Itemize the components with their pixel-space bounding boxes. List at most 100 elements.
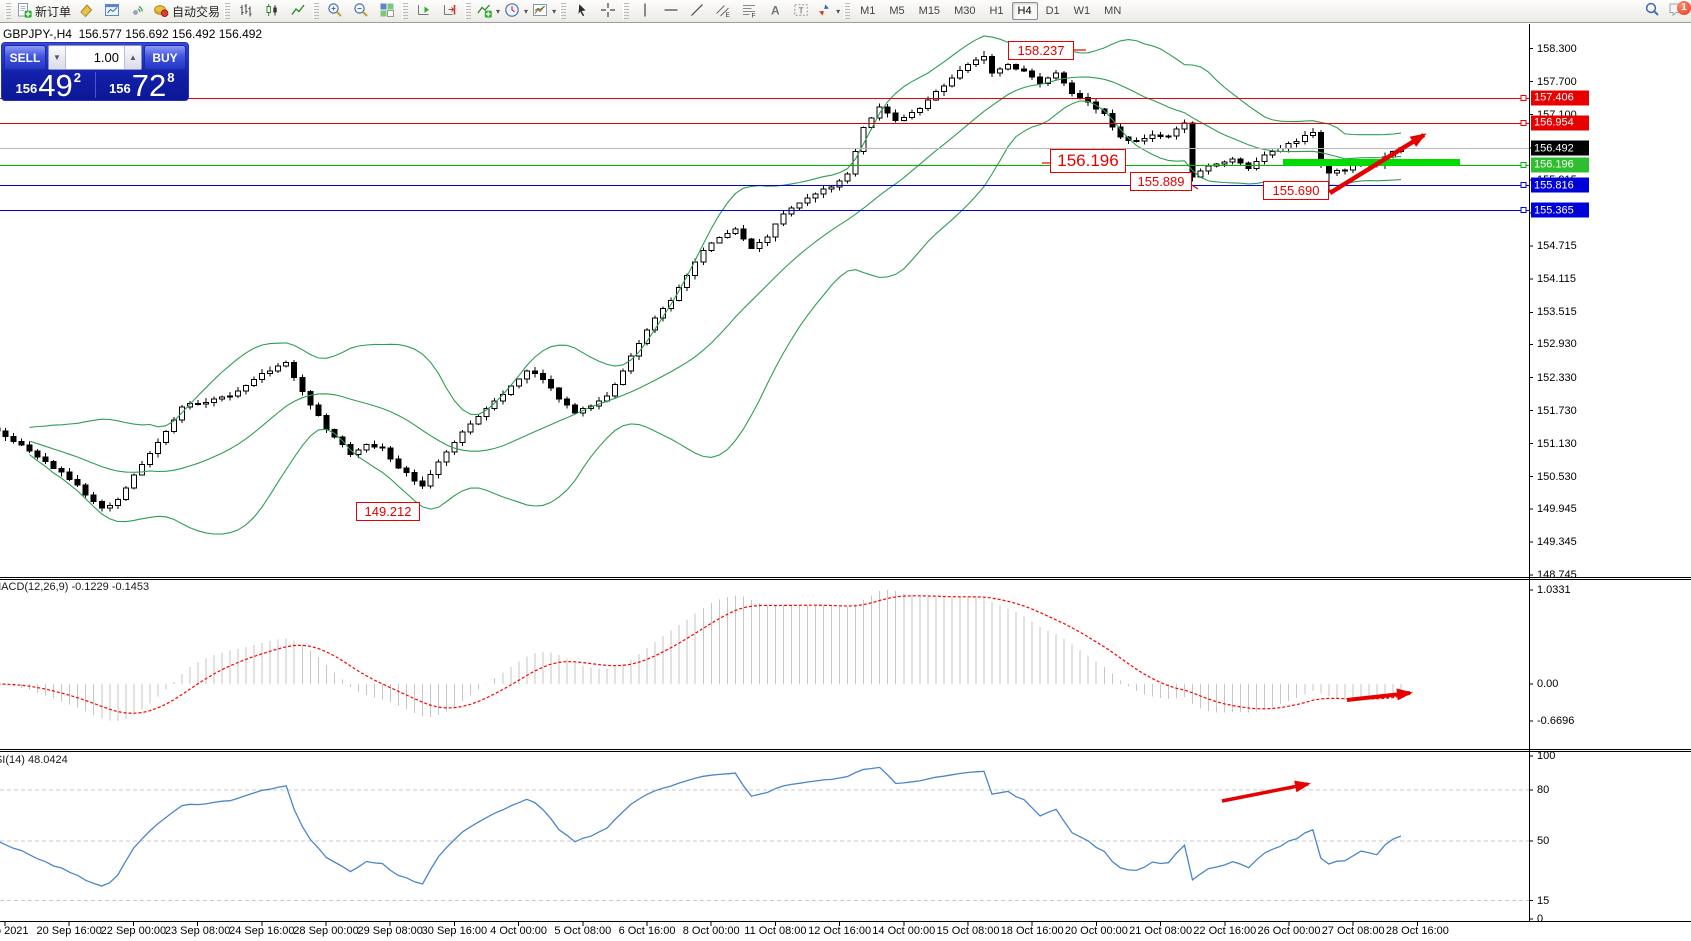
- periods-icon: [504, 2, 520, 21]
- line-chart-button[interactable]: [285, 1, 311, 21]
- autoscroll-icon: [416, 2, 432, 21]
- panel-borders: [0, 24, 1691, 922]
- line-handle[interactable]: [1520, 95, 1527, 101]
- text-label-button[interactable]: T: [788, 1, 814, 21]
- timeframe-w1-button[interactable]: W1: [1073, 5, 1091, 17]
- new-order-icon: [16, 2, 32, 21]
- line-handle[interactable]: [1520, 182, 1527, 188]
- new-order-button[interactable]: 新订单: [14, 1, 73, 21]
- trendline-button[interactable]: [684, 1, 710, 21]
- candlestick-chart-button[interactable]: [259, 1, 285, 21]
- price-divider: [94, 72, 96, 98]
- volume-stepper[interactable]: ▼ 1.00 ▲: [48, 45, 142, 70]
- price-annotation-label[interactable]: 155.690: [1263, 181, 1329, 200]
- bar-chart-button[interactable]: [233, 1, 259, 21]
- rsi-tick-label: 15: [1537, 894, 1550, 907]
- trend-arrow-rsi[interactable]: [1221, 780, 1311, 803]
- vertical-line-button[interactable]: [632, 1, 658, 21]
- search-button[interactable]: [1640, 1, 1664, 21]
- auto-scroll-button[interactable]: [411, 1, 437, 21]
- sell-price[interactable]: 156 49 2: [2, 68, 95, 103]
- toolbar: 新订单 自动交易 ▾ ▾ ▾ E F A T ▾ M1 M5 M15 M30 H1 H4 D1 W1 MN 1: [0, 0, 1691, 23]
- fibonacci-button[interactable]: F: [736, 1, 762, 21]
- cursor-button[interactable]: [569, 1, 595, 21]
- timeframe-m5-button[interactable]: M5: [889, 5, 905, 17]
- highlight-bar[interactable]: [1283, 159, 1460, 166]
- chat-button[interactable]: 1: [1664, 1, 1691, 21]
- chart-shift-button[interactable]: [437, 1, 463, 21]
- equidistant-channel-button[interactable]: E: [710, 1, 736, 21]
- time-axis-label: 8 Oct 00:00: [682, 925, 740, 937]
- volume-increase-button[interactable]: ▲: [124, 46, 141, 69]
- time-axis-label: 20 Sep 16:00: [36, 925, 102, 937]
- timeframe-m1-button[interactable]: M1: [860, 5, 876, 17]
- zoom-in-button[interactable]: [322, 1, 348, 21]
- zoom-out-button[interactable]: [348, 1, 374, 21]
- trend-arrows[interactable]: [1221, 133, 1427, 803]
- time-axis-label: 21 Oct 08:00: [1129, 925, 1193, 937]
- trend-arrow-macd[interactable]: [1346, 688, 1413, 702]
- price-badge: 155.365: [1531, 202, 1589, 218]
- trend-arrow-main[interactable]: [1328, 133, 1427, 195]
- templates-button[interactable]: ▾: [530, 1, 558, 21]
- buy-price[interactable]: 156 72 8: [96, 68, 189, 103]
- fibonacci-icon: F: [741, 2, 757, 21]
- macd-panel: [0, 589, 1402, 721]
- indicators-button[interactable]: ▾: [474, 1, 502, 21]
- chevron-down-icon[interactable]: ▾: [836, 6, 841, 16]
- macd-tick-label: -0.6696: [1537, 714, 1575, 727]
- time-axis-label: 27 Oct 08:00: [1321, 925, 1385, 937]
- timeframe-m30-button[interactable]: M30: [954, 5, 976, 17]
- annotation-connector: [1191, 184, 1199, 190]
- tile-windows-button[interactable]: [374, 1, 400, 21]
- sell-price-big: 49: [38, 68, 73, 103]
- sell-button[interactable]: SELL: [4, 45, 46, 70]
- buy-button[interactable]: BUY: [144, 45, 186, 70]
- time-axis-label: 26 Oct 00:00: [1257, 925, 1321, 937]
- price-tick-label: 150.530: [1537, 470, 1577, 483]
- styler-button[interactable]: [73, 1, 99, 21]
- volume-value[interactable]: 1.00: [93, 50, 119, 65]
- horizontal-line-button[interactable]: [658, 1, 684, 21]
- sell-price-sup: 2: [73, 70, 81, 85]
- price-annotation-label[interactable]: 149.212: [356, 502, 420, 521]
- chart-window-button[interactable]: [99, 1, 125, 21]
- line-handle[interactable]: [1520, 120, 1527, 126]
- line-handle[interactable]: [1520, 162, 1527, 168]
- timeframe-mn-button[interactable]: MN: [1104, 5, 1122, 17]
- volume-decrease-button[interactable]: ▼: [49, 46, 66, 69]
- time-axis-label: 29 Sep 08:00: [357, 925, 423, 937]
- buy-price-prefix: 156: [109, 81, 131, 96]
- hline-icon: [663, 2, 679, 21]
- time-axis-label: 28 Oct 16:00: [1385, 925, 1449, 937]
- price-badge: 156.196: [1531, 157, 1589, 173]
- crosshair-button[interactable]: [595, 1, 621, 21]
- price-annotation-label[interactable]: 155.889: [1130, 172, 1192, 191]
- main-price-panel: [0, 35, 1529, 535]
- auto-trading-button[interactable]: 自动交易: [151, 1, 222, 21]
- price-annotation-label[interactable]: 158.237: [1008, 41, 1074, 60]
- time-axis-label: 12 Oct 16:00: [808, 925, 872, 937]
- timeframe-h1-button[interactable]: H1: [989, 5, 1004, 17]
- price-annotation-label[interactable]: 156.196: [1050, 149, 1126, 173]
- chevron-down-icon[interactable]: ▾: [496, 6, 501, 16]
- macd-tick-label: 0.00: [1537, 678, 1559, 690]
- notification-badge: 1: [1677, 1, 1691, 15]
- arrows-button[interactable]: ▾: [814, 1, 842, 21]
- timeframe-d1-button[interactable]: D1: [1045, 5, 1060, 17]
- timeframe-h4-button[interactable]: H4: [1011, 2, 1038, 20]
- line-handle[interactable]: [1520, 207, 1527, 213]
- text-button[interactable]: A: [762, 1, 788, 21]
- search-icon: [1644, 1, 1660, 22]
- timeframe-m15-button[interactable]: M15: [918, 5, 941, 17]
- chevron-down-icon[interactable]: ▾: [552, 6, 557, 16]
- signals-button[interactable]: [125, 1, 151, 21]
- chevron-down-icon[interactable]: ▾: [524, 6, 529, 16]
- price-tick-label: 149.945: [1537, 502, 1577, 515]
- chart-symbol-ohlc: GBPJPY-,H4 156.577 156.692 156.492 156.4…: [3, 27, 263, 41]
- buy-price-big: 72: [131, 68, 167, 103]
- periods-button[interactable]: ▾: [502, 1, 530, 21]
- time-axis-label: 20 Oct 00:00: [1064, 925, 1128, 937]
- trendline-icon: [689, 2, 705, 21]
